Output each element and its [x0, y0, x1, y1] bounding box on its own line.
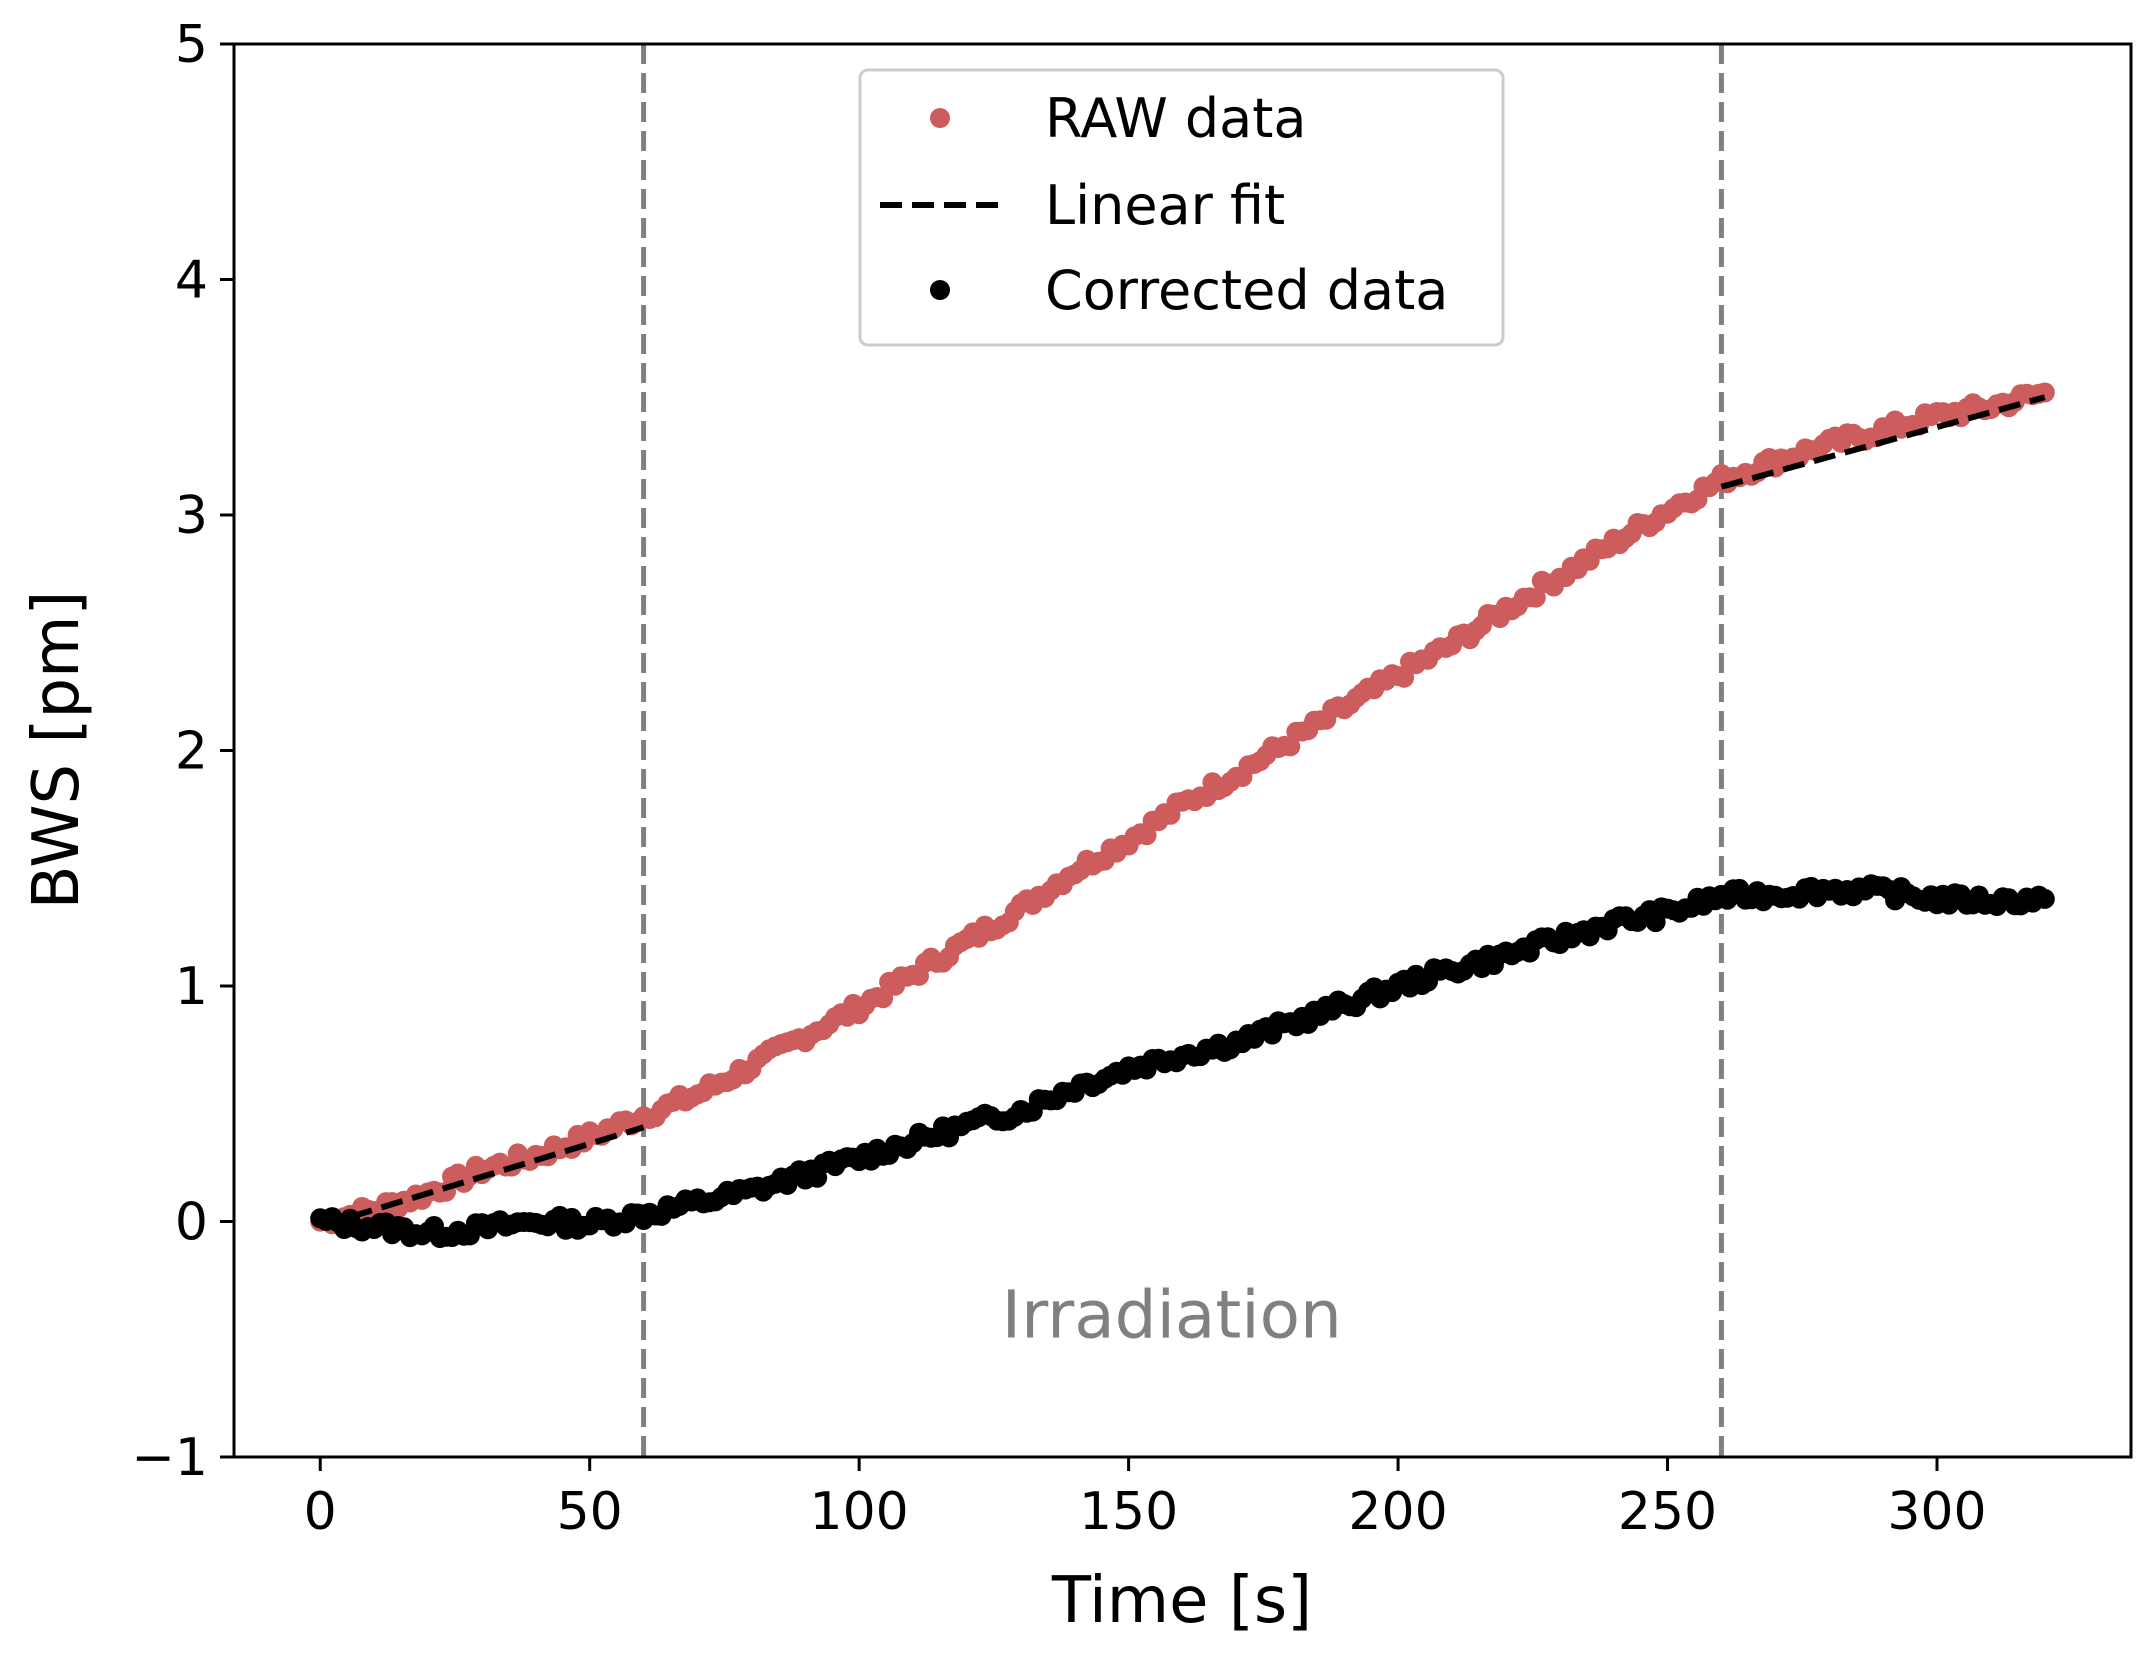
x-tick-label: 100: [810, 1482, 909, 1542]
legend-frame: [858, 68, 1505, 347]
x-tick-label: 250: [1618, 1482, 1717, 1542]
y-tick-label: 2: [175, 722, 208, 782]
legend-fit-label: Linear fit: [1045, 174, 1285, 237]
y-tick-label: 0: [175, 1193, 208, 1253]
x-tick-label: 0: [304, 1482, 337, 1542]
legend-raw-label: RAW data: [1045, 87, 1307, 150]
legend: RAW data Linear fit Corrected data: [858, 68, 1505, 347]
x-tick-label: 200: [1348, 1482, 1447, 1542]
irradiation-annotation: Irradiation: [1002, 1277, 1342, 1354]
raw-data-point: [873, 988, 894, 1009]
x-axis: 0 50 100 150 200 250 300: [304, 1457, 1987, 1542]
y-tick-label: 3: [175, 486, 208, 546]
linear-fit-line: [319, 1124, 645, 1230]
y-axis-label: BWS [pm]: [20, 591, 94, 910]
corrected-data-point: [2034, 888, 2055, 909]
x-tick-label: 50: [557, 1482, 623, 1542]
legend-corrected-label: Corrected data: [1045, 259, 1448, 322]
series-layer: [310, 382, 2055, 1248]
raw-data-point: [1394, 667, 1415, 688]
y-tick-label: 1: [175, 957, 208, 1017]
linear-fit-line: [1720, 394, 2046, 490]
y-tick-label: 5: [175, 15, 208, 75]
raw-data-point: [1525, 587, 1546, 608]
x-tick-label: 300: [1887, 1482, 1986, 1542]
y-tick-label: 4: [175, 251, 208, 311]
x-axis-label: Time [s]: [1051, 1564, 1312, 1638]
x-tick-label: 150: [1079, 1482, 1178, 1542]
y-axis: −1 0 1 2 3 4 5: [131, 15, 234, 1488]
legend-corrected-marker: [930, 280, 950, 300]
legend-raw-marker: [930, 108, 950, 128]
y-tick-label: −1: [131, 1428, 208, 1488]
